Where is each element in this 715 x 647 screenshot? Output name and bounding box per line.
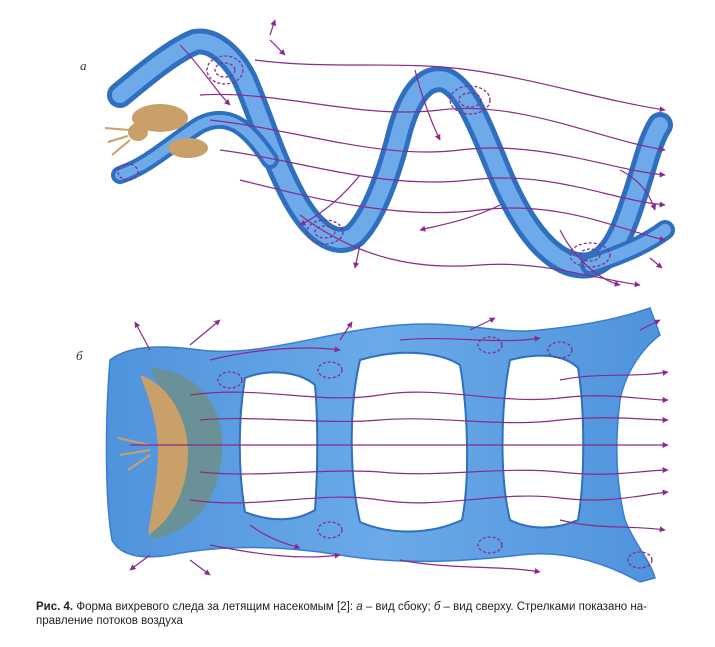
caption-lead: Рис. 4. [36, 601, 74, 613]
gap-2 [350, 351, 469, 533]
panel-a-side-view [104, 19, 675, 288]
insect-icon [104, 104, 208, 158]
panel-label-b: б [76, 348, 83, 363]
caption-part2: – вид сбоку; [362, 601, 434, 613]
vortex-ring-icon [217, 336, 653, 569]
caption-part3: – вид сверху. Стрелками показано на-прав… [36, 601, 647, 627]
flow-arrow-icon [129, 317, 669, 576]
caption-a: а [356, 601, 363, 613]
gap-1 [238, 371, 319, 521]
caption-b: б [433, 601, 441, 613]
insect-icon [117, 368, 223, 540]
flow-arrow-icon [179, 19, 666, 288]
caption-part1: Форма вихревого следа за летящим насеком… [73, 601, 357, 613]
vortex-wake-figure [104, 19, 675, 583]
vortex-ring-icon [117, 55, 611, 268]
panel-label-a: а [80, 58, 87, 73]
figure-caption: Рис. 4. Форма вихревого следа за летящим… [36, 600, 686, 628]
panel-b-top-view [105, 307, 669, 583]
gap-3 [501, 354, 585, 529]
